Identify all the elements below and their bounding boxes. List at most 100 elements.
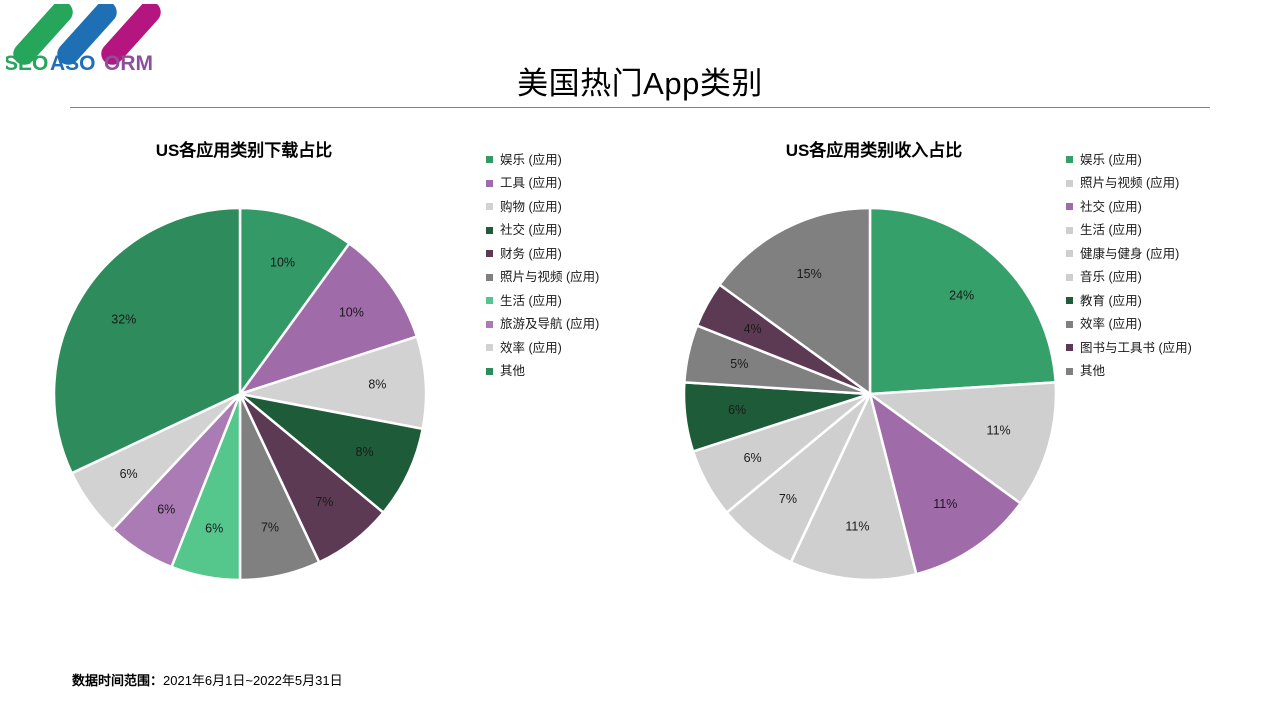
pie-slice[interactable] [868, 381, 1058, 505]
legend-item-label: 照片与视频 (应用) [1080, 176, 1180, 190]
legend-swatch-icon [486, 344, 493, 352]
logo-wordmark: SEO ASO ORM [6, 52, 153, 75]
legend-swatch-icon [1066, 156, 1073, 164]
pie-slice-label: 6% [205, 521, 223, 535]
legend-swatch-icon [486, 250, 493, 258]
pie-slice-label: 10% [339, 305, 364, 319]
page-title: 美国热门App类别 [517, 66, 763, 101]
legend-item[interactable]: 其他 [486, 360, 686, 384]
pie-slice[interactable] [238, 335, 428, 431]
revenue-pie-svg: 24% 11% 11% 11% 7% 6% 6% 5% 4% 15% [682, 206, 1058, 582]
legend-item[interactable]: 图书与工具书 (应用) [1066, 336, 1266, 360]
data-range-value: 2021年6月1日~2022年5月31日 [163, 673, 343, 688]
svg-text:SEO: SEO [6, 52, 48, 75]
legend-item[interactable]: 照片与视频 (应用) [1066, 172, 1266, 196]
legend-swatch-icon [486, 226, 493, 234]
legend-item[interactable]: 工具 (应用) [486, 172, 686, 196]
legend-item[interactable]: 教育 (应用) [1066, 289, 1266, 313]
pie-slice-label: 15% [797, 267, 822, 281]
legend-item-label: 工具 (应用) [500, 176, 562, 190]
pie-slice-label: 11% [845, 520, 869, 534]
svg-text:ASO: ASO [50, 52, 96, 75]
pie-slice[interactable] [868, 206, 1057, 396]
revenue-chart-title: US各应用类别收入占比 [785, 141, 963, 160]
legend-item[interactable]: 娱乐 (应用) [486, 148, 686, 172]
legend-item-label: 教育 (应用) [1080, 293, 1142, 308]
legend-item-label: 效率 (应用) [1080, 317, 1142, 331]
pie-slice-label: 11% [933, 497, 957, 511]
legend-item-label: 娱乐 (应用) [500, 152, 562, 167]
page-header: SEO ASO ORM 美国热门App类别 [0, 0, 1280, 112]
legend-swatch-icon [1066, 179, 1073, 187]
pie-slice[interactable] [238, 392, 424, 514]
pie-slice-label: 7% [315, 495, 333, 509]
pie-slice[interactable] [718, 206, 872, 396]
legend-item-label: 财务 (应用) [500, 246, 562, 261]
pie-slice[interactable] [52, 206, 242, 475]
legend-item-label: 健康与健身 (应用) [1080, 246, 1180, 261]
downloads-legend: 娱乐 (应用) 工具 (应用) 购物 (应用) 社交 (应用) 财务 (应用) 照片与视频… [486, 148, 686, 383]
legend-item[interactable]: 旅游及导航 (应用) [486, 313, 686, 337]
svg-text:ORM: ORM [104, 52, 153, 75]
data-range-footnote: 数据时间范围：2021年6月1日~2022年5月31日 [72, 670, 343, 689]
downloads-pie-svg: 10% 10% 8% 8% 7% 7% 6% 6% 6% 32% [52, 206, 428, 582]
logo-bar-magenta [101, 4, 161, 65]
pie-slice-label: 24% [949, 289, 974, 303]
legend-item-label: 社交 (应用) [500, 223, 562, 237]
legend-swatch-icon [1066, 367, 1073, 375]
pie-slice-label: 10% [270, 255, 295, 269]
revenue-pie-chart: 24% 11% 11% 11% 7% 6% 6% 5% 4% 15% [680, 204, 1060, 584]
legend-item[interactable]: 财务 (应用) [486, 242, 686, 266]
pie-slice-label: 6% [744, 451, 762, 465]
legend-swatch-icon [486, 203, 493, 211]
legend-swatch-icon [1066, 320, 1073, 328]
downloads-chart-panel: US各应用类别下载占比 10% 10% 8% 8% 7% 7% 6% 6% 6% 32% [14, 128, 634, 598]
legend-item[interactable]: 社交 (应用) [486, 219, 686, 243]
legend-item[interactable]: 娱乐 (应用) [1066, 148, 1266, 172]
legend-item[interactable]: 健康与健身 (应用) [1066, 242, 1266, 266]
legend-item[interactable]: 效率 (应用) [486, 336, 686, 360]
pie-slice-label: 6% [120, 467, 138, 481]
legend-item[interactable]: 生活 (应用) [486, 289, 686, 313]
logo-bar-blue [57, 4, 117, 65]
logo-bar-green [13, 4, 73, 65]
legend-item[interactable]: 照片与视频 (应用) [486, 266, 686, 290]
pie-slice-label: 6% [157, 503, 175, 517]
legend-item-label: 购物 (应用) [500, 199, 562, 214]
legend-item[interactable]: 社交 (应用) [1066, 195, 1266, 219]
legend-swatch-icon [486, 297, 493, 305]
legend-swatch-icon [1066, 250, 1073, 258]
legend-swatch-icon [1066, 203, 1073, 211]
header-divider [70, 107, 1210, 108]
legend-swatch-icon [486, 273, 493, 281]
legend-item-label: 社交 (应用) [1080, 199, 1142, 214]
logo-bars [13, 4, 161, 65]
pie-slice[interactable] [868, 392, 1022, 576]
legend-item[interactable]: 其他 [1066, 360, 1266, 384]
pie-slice-label: 6% [728, 403, 746, 417]
downloads-chart-title: US各应用类别下载占比 [155, 141, 333, 160]
pie-slice-label: 5% [730, 357, 748, 371]
legend-item[interactable]: 音乐 (应用) [1066, 266, 1266, 290]
logo-graphic: SEO ASO ORM [6, 4, 161, 75]
legend-item[interactable]: 效率 (应用) [1066, 313, 1266, 337]
pie-slice[interactable] [238, 242, 419, 396]
pie-slice-label: 8% [368, 378, 386, 392]
data-range-label: 数据时间范围： [72, 673, 164, 688]
legend-item-label: 音乐 (应用) [1080, 270, 1142, 284]
downloads-pie-chart: 10% 10% 8% 8% 7% 7% 6% 6% 6% 32% [50, 204, 430, 584]
revenue-legend: 娱乐 (应用) 照片与视频 (应用) 社交 (应用) 生活 (应用) 健康与健身 (应用… [1066, 148, 1266, 383]
legend-item-label: 旅游及导航 (应用) [500, 317, 600, 331]
legend-swatch-icon [486, 320, 493, 328]
legend-swatch-icon [1066, 344, 1073, 352]
legend-item-label: 照片与视频 (应用) [500, 270, 600, 284]
legend-swatch-icon [486, 179, 493, 187]
legend-swatch-icon [1066, 297, 1073, 305]
pie-slice[interactable] [238, 206, 351, 396]
legend-item[interactable]: 购物 (应用) [486, 195, 686, 219]
pie-slice-label: 32% [111, 313, 136, 327]
legend-item-label: 其他 [1080, 364, 1106, 378]
legend-item-label: 效率 (应用) [500, 340, 562, 355]
pie-slice[interactable] [789, 392, 918, 582]
legend-item[interactable]: 生活 (应用) [1066, 219, 1266, 243]
